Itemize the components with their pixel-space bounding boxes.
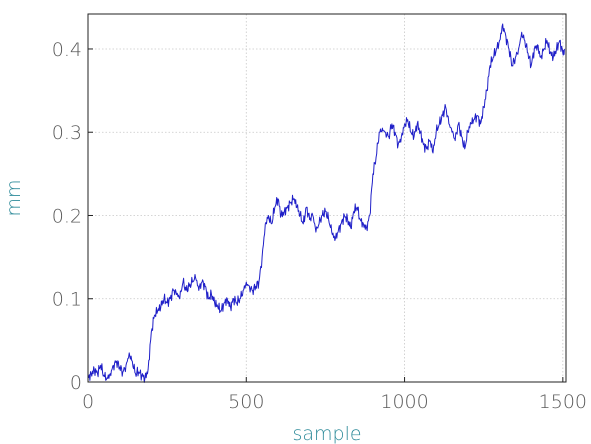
x-tick-label: 500 [228,391,264,413]
plot-area [88,14,566,382]
y-tick-label: 0.4 [52,39,82,61]
x-tick-label: 1500 [539,391,587,413]
x-tick-label: 1000 [380,391,428,413]
series-layer [87,23,565,383]
y-axis-ticks: 0 0.1 0.2 0.3 0.4 [52,39,93,394]
series-line [87,23,565,383]
x-axis-label: sample [292,423,361,444]
y-tick-label: 0.2 [52,205,82,227]
y-tick-label: 0.3 [52,122,82,144]
x-axis-ticks: 0 500 1000 1500 [82,377,587,413]
plot-frame [87,13,567,383]
y-axis-label: mm [3,179,25,216]
x-tick-label: 0 [82,391,94,413]
y-tick-label: 0.1 [52,289,82,311]
y-tick-label: 0 [70,372,82,394]
